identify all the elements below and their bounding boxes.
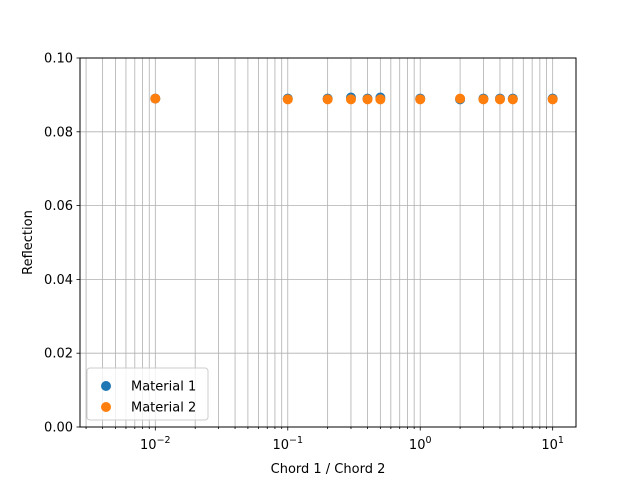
legend-label-material-2: Material 2: [131, 401, 196, 416]
x-tick-label: 100: [409, 435, 432, 453]
legend-label-material-1: Material 1: [131, 380, 196, 395]
y-tick-label: 0.06: [44, 199, 73, 214]
y-tick-label: 0.10: [44, 52, 73, 67]
data-point-material-2: [362, 94, 373, 105]
data-point-material-2: [547, 94, 558, 105]
y-tick-label: 0.04: [44, 273, 73, 288]
data-point-material-2: [478, 94, 489, 105]
data-point-material-2: [150, 93, 161, 104]
data-point-material-2: [375, 94, 386, 105]
x-tick-label: 101: [541, 435, 564, 453]
data-point-material-2: [415, 94, 426, 105]
data-point-material-2: [282, 94, 293, 105]
legend-box: [86, 367, 209, 421]
data-point-material-2: [345, 94, 356, 105]
y-axis-label: Reflection: [21, 210, 36, 275]
legend-marker-material-2: [101, 402, 111, 412]
data-point-material-2: [455, 93, 466, 104]
data-point-material-2: [322, 94, 333, 105]
data-point-material-2: [494, 94, 505, 105]
x-axis-label: Chord 1 / Chord 2: [271, 462, 386, 477]
legend: Material 1 Material 2: [86, 367, 209, 421]
x-tick-label: 10−2: [140, 435, 171, 453]
axis-ticks: 0.00 0.02 0.04 0.06 0.08 0.10 10−2 10−1 100 101: [44, 52, 564, 454]
x-tick-label: 10−1: [272, 435, 303, 453]
data-point-material-2: [507, 94, 518, 105]
y-tick-label: 0.02: [44, 347, 73, 362]
data-points: [150, 92, 558, 105]
y-tick-label: 0.08: [44, 125, 73, 140]
y-tick-label: 0.00: [44, 421, 73, 436]
legend-marker-material-1: [101, 381, 111, 391]
